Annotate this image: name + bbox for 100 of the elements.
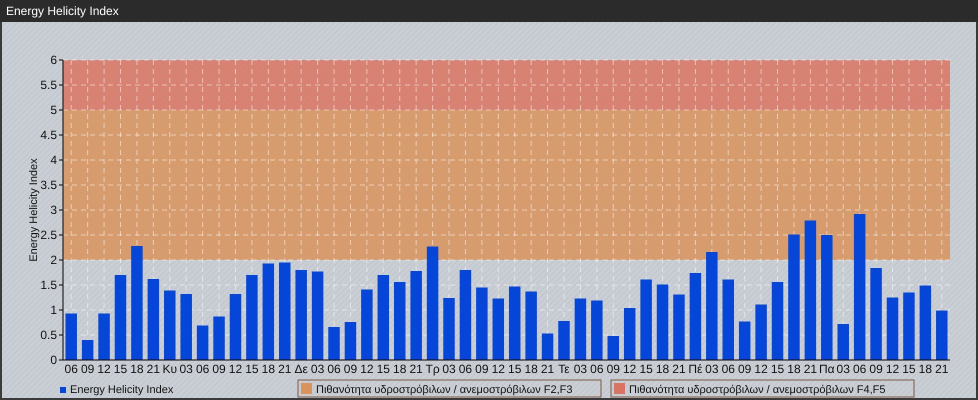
x-tick-label: Δε bbox=[294, 362, 309, 376]
bar bbox=[558, 321, 570, 360]
x-tick-label: 09 bbox=[212, 362, 226, 376]
y-tick-label: 6 bbox=[50, 53, 58, 68]
x-tick-label: 18 bbox=[262, 362, 276, 376]
x-tick-label: 18 bbox=[918, 362, 932, 376]
x-tick-label: 12 bbox=[754, 362, 768, 376]
bar bbox=[344, 322, 356, 360]
x-tick-label: 09 bbox=[738, 362, 752, 376]
x-tick-label: 21 bbox=[540, 362, 555, 376]
bar bbox=[82, 340, 94, 360]
x-tick-label: 06 bbox=[64, 362, 78, 376]
y-tick-label: 2.5 bbox=[40, 228, 58, 242]
x-tick-label: Πα bbox=[819, 362, 835, 376]
bar bbox=[230, 294, 242, 360]
bar bbox=[426, 246, 438, 360]
bar bbox=[476, 288, 488, 360]
x-tick-label: 09 bbox=[606, 362, 620, 376]
x-tick-label: 03 bbox=[310, 362, 325, 376]
bar bbox=[443, 298, 455, 360]
x-tick-label: 18 bbox=[656, 362, 670, 376]
x-tick-label: 06 bbox=[852, 362, 867, 376]
bar bbox=[870, 268, 882, 360]
bar bbox=[492, 298, 504, 360]
x-tick-label: 15 bbox=[376, 362, 390, 376]
y-tick-label: 3.5 bbox=[40, 178, 58, 192]
x-tick-label: 06 bbox=[327, 362, 342, 376]
bar bbox=[722, 280, 734, 360]
x-tick-label: Πέ bbox=[688, 362, 704, 376]
bar bbox=[394, 282, 406, 360]
x-tick-label: 06 bbox=[590, 362, 604, 376]
x-tick-label: 21 bbox=[672, 362, 686, 376]
bar bbox=[262, 264, 274, 360]
x-tick-label: 06 bbox=[196, 362, 210, 376]
bar bbox=[246, 275, 258, 360]
x-tick-label: 12 bbox=[623, 362, 637, 376]
bar bbox=[903, 292, 915, 360]
bar bbox=[755, 304, 767, 360]
bar bbox=[640, 280, 652, 360]
x-tick-label: 12 bbox=[492, 362, 506, 376]
bar bbox=[164, 290, 176, 360]
y-tick-label: 1.5 bbox=[40, 278, 58, 292]
bar bbox=[837, 324, 849, 360]
x-tick-label: 09 bbox=[869, 362, 884, 376]
bar bbox=[148, 279, 160, 360]
bar bbox=[410, 271, 422, 360]
bar bbox=[65, 314, 77, 360]
bar bbox=[788, 234, 800, 360]
y-tick-label: 4 bbox=[50, 153, 58, 168]
bar bbox=[542, 334, 554, 360]
x-tick-label: 21 bbox=[146, 362, 160, 376]
bar bbox=[98, 314, 110, 360]
bar bbox=[196, 326, 208, 360]
bar bbox=[114, 275, 126, 360]
x-tick-label: 12 bbox=[228, 362, 242, 376]
bar bbox=[886, 298, 898, 360]
bar bbox=[738, 322, 750, 360]
bar bbox=[772, 282, 784, 360]
x-tick-label: 06 bbox=[722, 362, 736, 376]
bar bbox=[574, 298, 586, 360]
bar bbox=[706, 252, 718, 360]
bar bbox=[312, 272, 324, 360]
y-axis-title: Energy Helicity Index bbox=[28, 158, 40, 262]
bar bbox=[525, 292, 537, 360]
bar bbox=[673, 294, 685, 360]
bar bbox=[508, 286, 520, 360]
x-tick-label: 06 bbox=[458, 362, 472, 376]
x-tick-label: 18 bbox=[393, 362, 407, 376]
bar bbox=[624, 308, 636, 360]
bar bbox=[936, 310, 948, 360]
y-tick-label: 4.5 bbox=[40, 128, 58, 142]
x-tick-label: 15 bbox=[639, 362, 654, 376]
x-tick-label: Τρ bbox=[426, 362, 440, 376]
x-tick-label: 18 bbox=[787, 362, 801, 376]
x-tick-label: 03 bbox=[180, 362, 194, 376]
x-tick-label: 03 bbox=[705, 362, 719, 376]
bar bbox=[821, 235, 833, 360]
bar bbox=[591, 300, 603, 360]
x-tick-label: 03 bbox=[442, 362, 456, 376]
x-tick-label: 09 bbox=[475, 362, 489, 376]
bar bbox=[804, 220, 816, 360]
x-tick-label: 18 bbox=[524, 362, 538, 376]
chart-title: Energy Helicity Index bbox=[6, 4, 119, 18]
y-tick-label: 5 bbox=[50, 103, 58, 118]
bar bbox=[279, 262, 290, 360]
y-tick-label: 0.5 bbox=[40, 328, 58, 342]
x-tick-label: 21 bbox=[278, 362, 292, 376]
x-tick-label: 21 bbox=[935, 362, 949, 376]
bar bbox=[213, 316, 225, 360]
x-tick-label: 03 bbox=[836, 362, 850, 376]
bar bbox=[295, 270, 307, 360]
x-tick-label: 21 bbox=[409, 362, 424, 376]
bar bbox=[361, 290, 373, 360]
x-tick-label: 15 bbox=[508, 362, 522, 376]
x-tick-label: 03 bbox=[574, 362, 588, 376]
x-tick-label: 15 bbox=[770, 362, 785, 376]
bar bbox=[608, 336, 620, 360]
y-tick-label: 1 bbox=[50, 303, 58, 318]
bar bbox=[690, 273, 702, 360]
y-tick-label: 2 bbox=[50, 253, 58, 268]
